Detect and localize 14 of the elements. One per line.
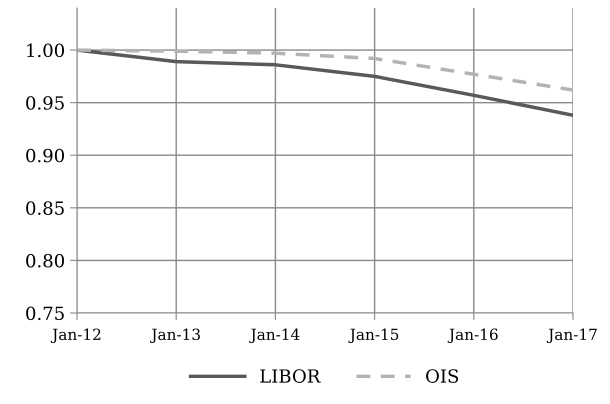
x-tick-label: Jan-12 xyxy=(50,328,100,344)
x-tick-label: Jan-15 xyxy=(348,328,398,344)
y-tick-label: 0.80 xyxy=(26,254,64,268)
legend-label: OIS xyxy=(426,369,458,383)
x-tick-label: Jan-13 xyxy=(150,328,200,344)
x-tick-label: Jan-16 xyxy=(448,328,498,344)
y-tick-label: 1.00 xyxy=(27,44,64,58)
y-tick-label: 0.95 xyxy=(26,96,64,110)
x-tick-label: Jan-14 xyxy=(249,328,300,344)
legend-label: LIBOR xyxy=(260,369,321,383)
y-tick-label: 0.75 xyxy=(26,306,64,320)
y-tick-label: 0.85 xyxy=(26,201,64,215)
y-tick-label: 0.90 xyxy=(26,148,64,162)
x-tick-label: Jan-17 xyxy=(546,328,597,344)
